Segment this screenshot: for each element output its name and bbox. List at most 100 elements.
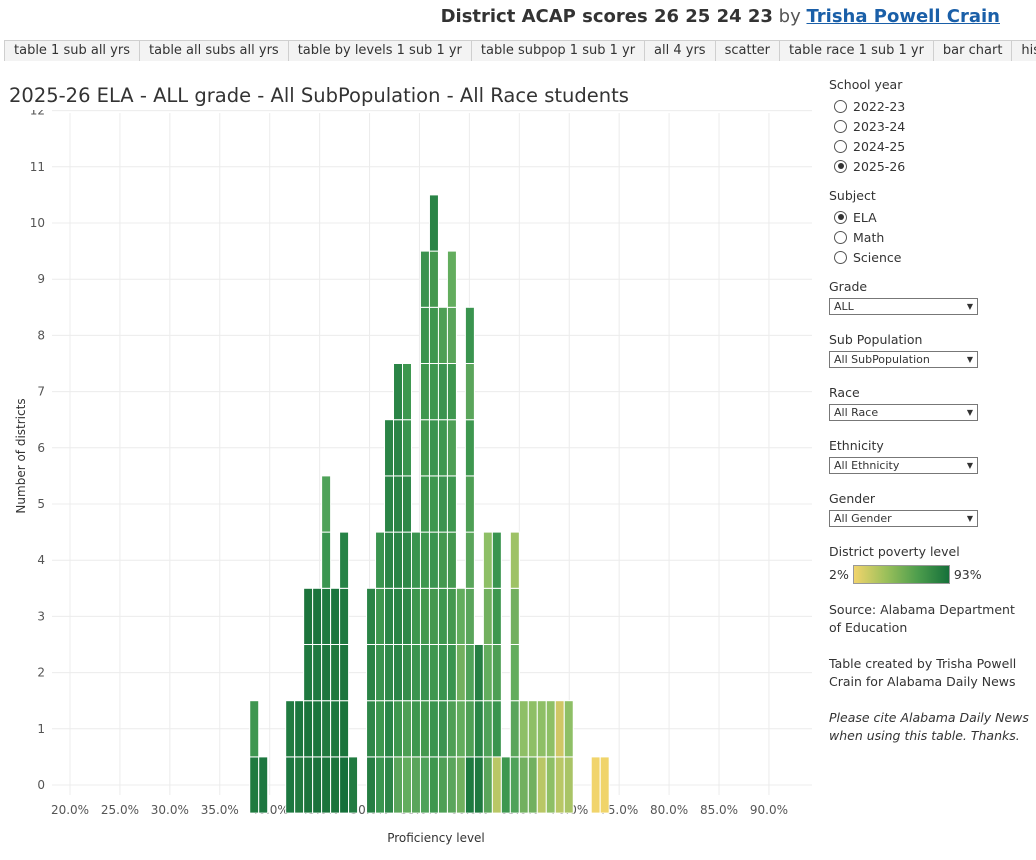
district-cell xyxy=(375,587,386,645)
radio-button[interactable] xyxy=(834,210,847,224)
radio-button[interactable] xyxy=(834,139,847,153)
gender-dropdown[interactable]: All Gender ▼ xyxy=(829,510,978,527)
author-link[interactable]: Trisha Powell Crain xyxy=(806,6,1000,27)
district-cell xyxy=(410,644,421,702)
district-cell xyxy=(366,756,377,814)
tab-table-by-levels-1-sub-1-yr[interactable]: table by levels 1 sub 1 yr xyxy=(287,40,472,61)
school-year-option-2025-26[interactable]: 2025-26 xyxy=(829,156,1029,176)
district-cell xyxy=(428,644,439,702)
tab-table-1-sub-all-yrs[interactable]: table 1 sub all yrs xyxy=(4,40,140,61)
radio-button[interactable] xyxy=(834,159,847,173)
race-dropdown[interactable]: All Race ▼ xyxy=(829,404,978,421)
gender-value: All Gender xyxy=(834,512,892,525)
district-cell xyxy=(303,587,314,645)
district-cell xyxy=(455,700,466,758)
subject-option-science[interactable]: Science xyxy=(829,247,1029,267)
tab-histogram[interactable]: histogram xyxy=(1011,40,1036,61)
tab-bar-chart[interactable]: bar chart xyxy=(932,40,1013,61)
district-cell xyxy=(509,587,520,645)
school-year-option-2024-25[interactable]: 2024-25 xyxy=(829,136,1029,156)
tab-all-4-yrs[interactable]: all 4 yrs xyxy=(644,40,716,61)
tab-scatter[interactable]: scatter xyxy=(714,40,781,61)
y-tick-label: 11 xyxy=(30,160,45,174)
subject-option-math[interactable]: Math xyxy=(829,227,1029,247)
ethnicity-label: Ethnicity xyxy=(829,438,884,453)
district-cell xyxy=(393,756,404,814)
radio-button[interactable] xyxy=(834,230,847,244)
district-cell xyxy=(321,644,332,702)
y-tick-label: 4 xyxy=(37,553,45,567)
tab-table-all-subs-all-yrs[interactable]: table all subs all yrs xyxy=(139,40,289,61)
district-cell xyxy=(321,475,332,533)
district-cell xyxy=(393,531,404,589)
district-cell xyxy=(321,756,332,814)
district-cell xyxy=(375,756,386,814)
ethnicity-dropdown[interactable]: All Ethnicity ▼ xyxy=(829,457,978,474)
district-cell xyxy=(437,306,448,365)
district-cell xyxy=(446,756,457,814)
district-cell xyxy=(437,475,448,533)
chevron-down-icon: ▼ xyxy=(966,302,973,311)
district-cell xyxy=(366,644,377,702)
district-cell xyxy=(545,756,556,814)
school-year-option-2023-24[interactable]: 2023-24 xyxy=(829,116,1029,136)
district-cell xyxy=(491,587,502,645)
source-note: Source: Alabama Department of Education xyxy=(829,602,1015,635)
tab-bar: table 1 sub all yrs table all subs all yr… xyxy=(4,40,1036,61)
x-tick-label: 80.0% xyxy=(650,803,688,817)
district-cell xyxy=(303,644,314,702)
x-tick-label: 85.0% xyxy=(700,803,738,817)
tab-table-subpop-1-sub-1-yr[interactable]: table subpop 1 sub 1 yr xyxy=(470,40,646,61)
district-cell xyxy=(258,756,269,814)
district-cell xyxy=(348,756,359,814)
district-cell xyxy=(446,587,457,645)
y-tick-label: 3 xyxy=(37,609,45,623)
district-cell xyxy=(437,587,448,645)
cite-note: Please cite Alabama Daily News when usin… xyxy=(829,710,1029,743)
district-cell xyxy=(419,475,430,533)
district-cell xyxy=(446,306,457,365)
poverty-gradient xyxy=(852,565,950,584)
district-cell xyxy=(339,531,350,589)
grade-dropdown[interactable]: ALL ▼ xyxy=(829,298,978,315)
district-cell xyxy=(446,700,457,758)
district-cell xyxy=(393,644,404,702)
radio-button[interactable] xyxy=(834,119,847,133)
district-cell xyxy=(455,587,466,645)
district-cell xyxy=(384,756,395,814)
subpop-dropdown[interactable]: All SubPopulation ▼ xyxy=(829,351,978,368)
grade-label: Grade xyxy=(829,279,868,294)
radio-label: 2024-25 xyxy=(853,138,906,154)
tab-table-race-1-sub-1-yr[interactable]: table race 1 sub 1 yr xyxy=(779,40,934,61)
school-year-option-2022-23[interactable]: 2022-23 xyxy=(829,96,1029,116)
chevron-down-icon: ▼ xyxy=(966,355,973,364)
district-cell xyxy=(464,363,475,421)
district-cell xyxy=(509,644,520,702)
radio-button[interactable] xyxy=(834,250,847,264)
radio-label: 2025-26 xyxy=(853,158,906,174)
district-cell xyxy=(410,587,421,645)
district-cell xyxy=(303,700,314,758)
district-cell xyxy=(393,587,404,645)
district-cell xyxy=(384,531,395,589)
credit-note: Table created by Trisha Powell Crain for… xyxy=(829,656,1017,689)
y-tick-label: 9 xyxy=(37,272,45,286)
district-cell xyxy=(410,756,421,814)
district-cell xyxy=(536,700,547,758)
radio-button[interactable] xyxy=(834,99,847,113)
district-cell xyxy=(428,250,439,308)
y-tick-label: 0 xyxy=(37,778,45,792)
district-cell xyxy=(375,644,386,702)
district-cell xyxy=(527,700,538,758)
district-cell xyxy=(437,363,448,421)
district-cell xyxy=(312,756,323,814)
radio-label: ELA xyxy=(853,209,877,225)
school-year-radio-group: 2022-23 2023-24 2024-25 2025-26 xyxy=(829,96,1029,176)
grade-value: ALL xyxy=(834,300,854,313)
y-tick-label: 10 xyxy=(30,216,45,230)
subject-option-ela[interactable]: ELA xyxy=(829,207,1029,227)
y-tick-label: 8 xyxy=(37,328,45,342)
district-cell xyxy=(428,363,439,421)
district-cell xyxy=(419,419,430,477)
x-axis-title: Proficiency level xyxy=(387,831,485,845)
